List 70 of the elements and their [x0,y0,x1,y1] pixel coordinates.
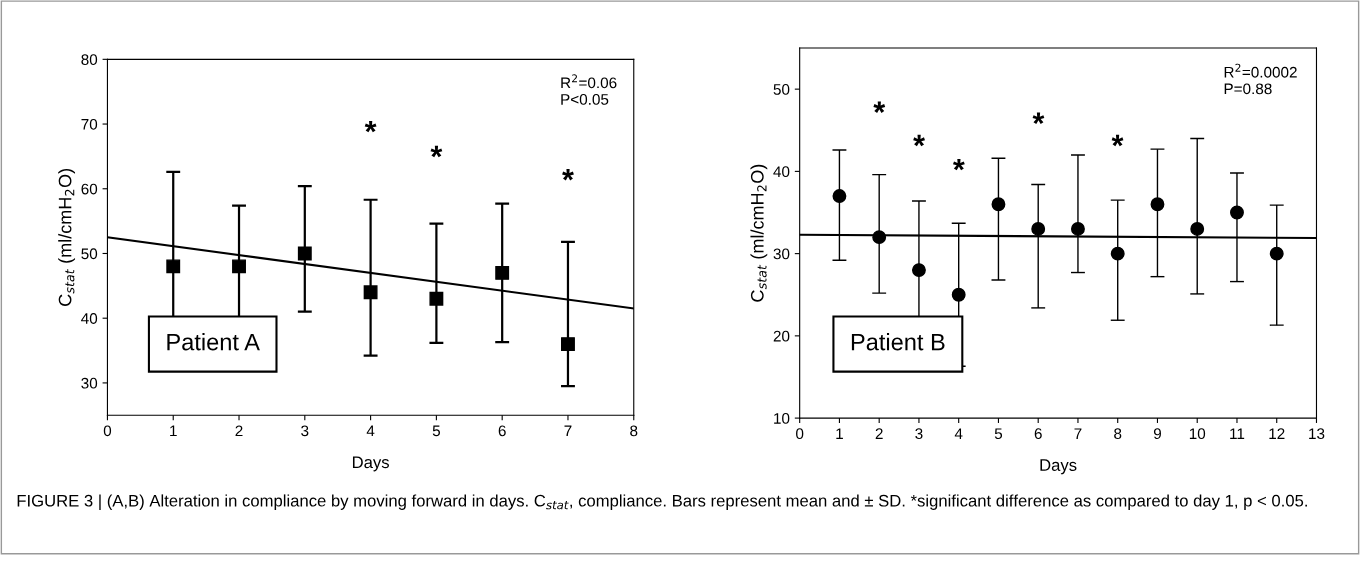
x-tick-label: 7 [564,425,572,437]
point [872,230,887,245]
x-axis-title: Days [352,456,389,472]
x-tick-label: 6 [498,425,506,437]
annotation: * [430,145,443,158]
point [1150,197,1165,212]
x-tick-label: 7 [1074,428,1082,439]
annotation: * [1111,134,1124,147]
x-tick-label: 4 [366,425,375,437]
point [1190,222,1205,236]
point [991,197,1006,212]
caption: FIGURE 3 | (A,B) Alteration in compliance by moving forward in days. C$_{stat}$, compliance. Bars represent mean and ± SD. *significant difference as compared to day 1, p < 0.05. [17,494,1307,510]
x-tick-label: 2 [235,425,243,437]
x-tick-label: 0 [103,425,112,437]
x-tick-label: 10 [1189,428,1206,440]
point [1031,222,1046,236]
y-tick-label: 10 [774,412,790,424]
x-tick-label: 1 [836,428,843,439]
x-tick-label: 12 [1269,428,1285,439]
y-tick-label: 40 [773,166,790,178]
y-tick-label: 80 [81,54,98,66]
y-tick-label: 30 [773,248,790,260]
annotation: * [562,169,574,181]
annotation: Patient B [851,333,945,351]
y-axis-title: C$_{stat}$ (ml/cmH$_{2}$O) [58,169,76,306]
annotation: * [953,158,965,171]
point [297,246,312,261]
point [166,259,181,274]
x-tick-label: 4 [954,428,963,439]
x-tick-label: 6 [1034,428,1042,440]
point [1110,246,1125,261]
y-tick-label: 70 [81,118,98,130]
y-tick-label: 50 [773,84,790,95]
point [1269,246,1284,261]
annotation: Patient A [167,333,260,351]
x-tick-label: 1 [170,425,177,437]
x-tick-label: 11 [1230,428,1245,439]
y-axis-title: C$_{stat}$ (ml/cmH$_{2}$O) [750,164,768,302]
point [495,265,510,280]
y-tick-label: 60 [81,183,98,195]
x-tick-label: 8 [1114,428,1122,440]
x-axis-title: Days [1040,459,1077,475]
point [232,259,246,274]
x-tick-label: 3 [301,425,309,437]
annotation: * [364,120,377,133]
annotation: * [1032,112,1045,124]
point [1071,222,1085,236]
y-tick-label: 30 [81,377,98,389]
point [363,285,378,300]
x-tick-label: 9 [1153,428,1161,440]
y-tick-label: 40 [81,313,98,324]
x-tick-label: 5 [432,425,440,437]
x-tick-label: 8 [630,425,638,437]
x-tick-label: 2 [875,428,883,439]
point [951,287,966,302]
annotation: R$^{2}$=0.0002 P=0.88 [1224,63,1297,95]
point [429,291,444,306]
annotation: R$^{2}$=0.06 P<0.05 [561,74,617,105]
annotation: * [873,101,886,113]
point [1230,205,1244,220]
y-tick-label: 50 [81,248,98,260]
x-tick-label: 13 [1309,428,1325,440]
x-tick-label: 5 [994,428,1003,440]
x-tick-label: 3 [915,428,923,440]
x-tick-label: 0 [796,428,804,440]
point [911,263,926,278]
point [561,337,575,352]
annotation: * [913,134,925,147]
y-tick-label: 20 [773,330,790,342]
point [832,189,847,204]
